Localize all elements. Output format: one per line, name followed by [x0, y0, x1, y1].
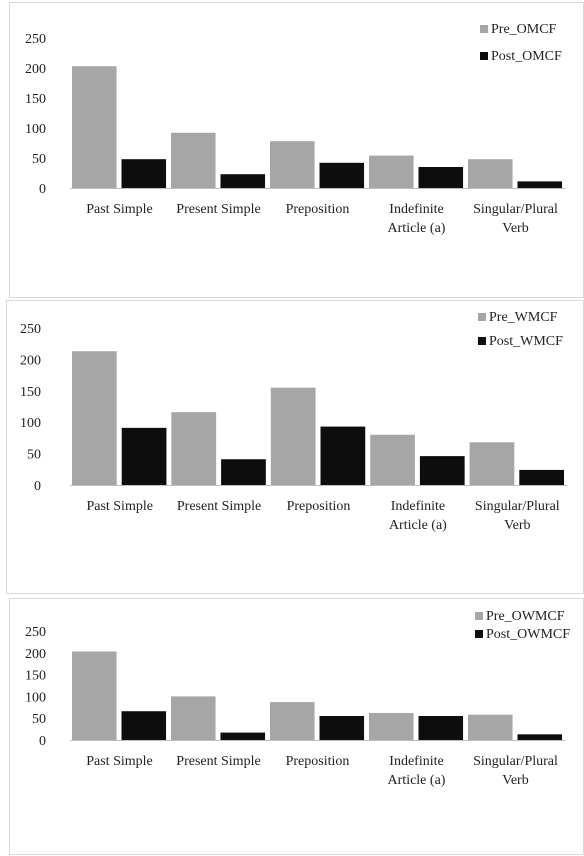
- category-label: Indefinite: [391, 499, 445, 514]
- y-tick-label: 0: [39, 182, 46, 197]
- legend-label: Post_OWMCF: [486, 627, 570, 642]
- y-tick-label: 100: [25, 690, 46, 705]
- category-label: Article (a): [389, 518, 447, 533]
- y-tick-label: 100: [20, 416, 41, 431]
- bar-pre: [171, 412, 217, 485]
- bar-pre: [469, 442, 515, 485]
- y-tick-label: 250: [25, 32, 46, 47]
- legend-label: Pre_WMCF: [489, 310, 558, 325]
- bar-post: [519, 469, 565, 485]
- bar-pre: [72, 351, 117, 485]
- category-label: Preposition: [287, 499, 351, 514]
- category-label: Present Simple: [176, 754, 260, 769]
- y-tick-label: 250: [25, 625, 46, 640]
- bar-post: [319, 162, 365, 188]
- y-tick-label: 0: [34, 479, 41, 494]
- category-label: Past Simple: [86, 499, 153, 514]
- y-tick-label: 250: [20, 322, 41, 337]
- category-label: Article (a): [388, 773, 446, 788]
- chart-panel-owmcf: 0 50 100 150 200 250 Past Simple Present Simple…: [9, 598, 584, 855]
- legend-swatch-post: [478, 337, 486, 345]
- bar-post: [418, 167, 464, 188]
- category-label: Verb: [504, 518, 530, 533]
- bar-pre: [270, 141, 315, 188]
- bar-post: [517, 734, 563, 740]
- bar-pre: [369, 712, 414, 740]
- bar-post: [121, 427, 167, 485]
- category-label: Present Simple: [176, 202, 260, 217]
- y-tick-label: 200: [25, 62, 46, 77]
- bar-pre: [270, 387, 316, 485]
- bar-post: [319, 716, 365, 740]
- bar-post: [220, 174, 266, 188]
- category-label: Verb: [502, 221, 528, 236]
- bar-post: [221, 459, 266, 485]
- category-label: Indefinite: [389, 754, 443, 769]
- category-label: Singular/Plural: [475, 499, 560, 514]
- bar-post: [220, 732, 266, 740]
- bar-post: [121, 159, 167, 188]
- legend-label: Post_WMCF: [489, 334, 563, 349]
- bar-pre: [370, 434, 415, 485]
- legend-label: Pre_OWMCF: [486, 609, 565, 624]
- y-tick-label: 50: [27, 448, 41, 463]
- bar-post: [517, 181, 563, 188]
- chart-panel-wmcf: 0 50 100 150 200 250 Past Simple Present Simple…: [6, 300, 584, 594]
- legend-swatch-pre: [478, 313, 486, 321]
- bar-post: [320, 426, 366, 485]
- category-label: Singular/Plural: [473, 754, 558, 769]
- bar-pre: [369, 155, 414, 188]
- legend-label: Post_OMCF: [491, 49, 562, 64]
- bar-post: [121, 711, 167, 740]
- category-label: Preposition: [286, 202, 350, 217]
- bar-chart-wmcf: 0 50 100 150 200 250 Past Simple Present Simple…: [20, 310, 567, 533]
- bar-pre: [468, 159, 513, 188]
- chart-panel-omcf: 0 50 100 150 200 250 Past Simple Present Simple…: [9, 2, 584, 298]
- y-tick-label: 150: [25, 669, 46, 684]
- category-label: Preposition: [286, 754, 350, 769]
- legend-label: Pre_OMCF: [491, 22, 557, 37]
- bar-post: [419, 456, 465, 485]
- bar-pre: [468, 714, 513, 740]
- y-tick-label: 150: [20, 385, 41, 400]
- y-tick-label: 100: [25, 122, 46, 137]
- legend-swatch-post: [475, 630, 483, 638]
- bar-chart-owmcf: 0 50 100 150 200 250 Past Simple Present Simple…: [25, 609, 570, 788]
- category-label: Indefinite: [389, 202, 443, 217]
- bar-chart-omcf: 0 50 100 150 200 250 Past Simple Present Simple…: [25, 22, 565, 236]
- bar-pre: [171, 696, 216, 740]
- category-label: Past Simple: [86, 202, 153, 217]
- y-tick-label: 200: [25, 647, 46, 662]
- category-label: Singular/Plural: [473, 202, 558, 217]
- bar-pre: [72, 651, 117, 740]
- category-label: Article (a): [388, 221, 446, 236]
- y-tick-label: 0: [39, 734, 46, 749]
- legend-swatch-pre: [475, 612, 483, 620]
- y-tick-label: 50: [32, 712, 46, 727]
- y-tick-label: 50: [32, 152, 46, 167]
- bar-pre: [72, 66, 117, 188]
- y-tick-label: 200: [20, 353, 41, 368]
- category-label: Past Simple: [86, 754, 153, 769]
- category-label: Present Simple: [177, 499, 261, 514]
- bar-post: [418, 716, 464, 740]
- legend-swatch-post: [480, 52, 488, 60]
- legend-swatch-pre: [480, 25, 488, 33]
- bar-pre: [171, 132, 216, 188]
- category-label: Verb: [502, 773, 528, 788]
- y-tick-label: 150: [25, 92, 46, 107]
- bar-pre: [270, 702, 315, 740]
